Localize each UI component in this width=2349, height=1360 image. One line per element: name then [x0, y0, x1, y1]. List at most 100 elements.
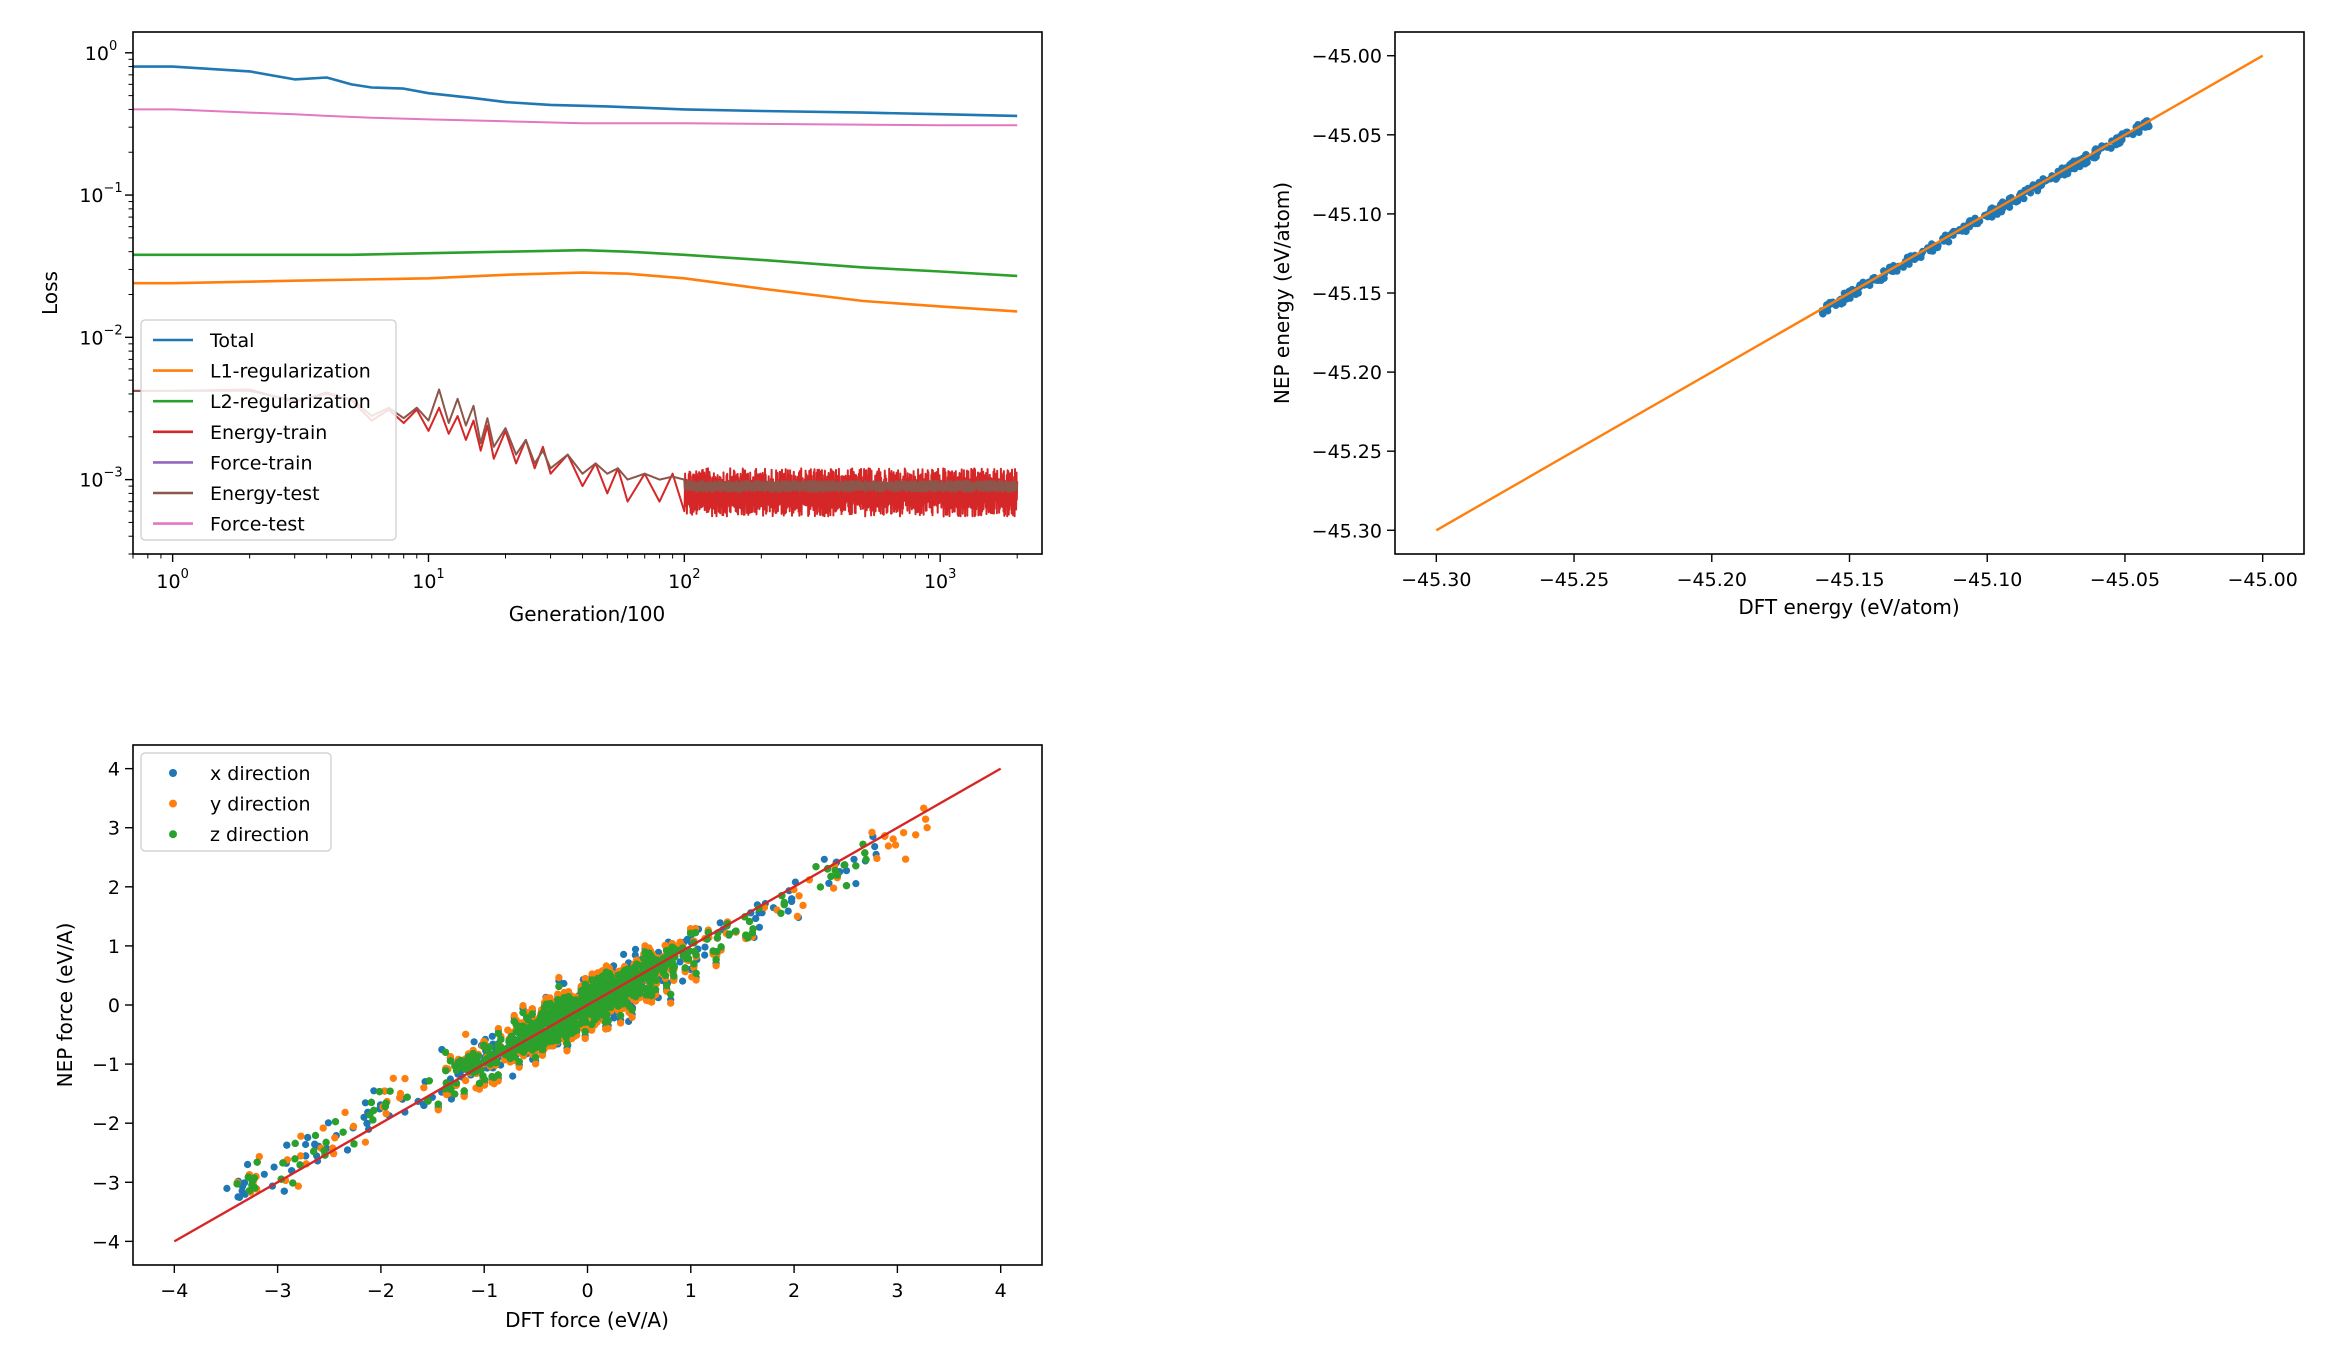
x-tick-label: −45.05 [2090, 569, 2160, 591]
energy-ylabel: NEP energy (eV/atom) [1270, 182, 1294, 404]
force-point [920, 804, 928, 812]
legend-label: Energy-train [210, 422, 327, 444]
force-point [889, 835, 897, 843]
force-point [519, 1002, 527, 1010]
force-point [515, 1063, 523, 1071]
force-point [900, 829, 908, 837]
force-point [297, 1132, 305, 1140]
force-point [460, 1092, 468, 1101]
force-point [555, 973, 563, 982]
force-point [922, 815, 930, 823]
x-tick-label: −45.00 [2228, 569, 2298, 591]
force-point [260, 1170, 268, 1178]
energy-point [2071, 165, 2079, 173]
force-point [842, 867, 851, 875]
force-point [509, 1072, 517, 1080]
force-point [871, 843, 879, 851]
loss-series-line [133, 248, 1018, 278]
energy-point [2092, 153, 2100, 161]
force-point [568, 1035, 576, 1043]
force-point [528, 1005, 536, 1013]
force-point [884, 842, 893, 850]
force-point [788, 897, 796, 906]
energy-point [1929, 247, 1937, 255]
energy-point [2083, 158, 2091, 166]
force-point [235, 1193, 244, 1201]
force-point [873, 854, 881, 863]
energy-point [2052, 175, 2060, 183]
legend-label: L1-regularization [210, 361, 371, 383]
x-tick-label: 100 [156, 567, 188, 593]
loss-ylabel: Loss [38, 271, 62, 315]
y-tick-label: 10−3 [79, 466, 122, 492]
force-point [701, 951, 709, 959]
energy-point [1819, 310, 1827, 318]
force-point [255, 1153, 263, 1161]
force-point [755, 923, 764, 931]
force-point [610, 1014, 618, 1022]
force-point [868, 828, 876, 837]
force-point [850, 855, 858, 863]
force-point [752, 914, 760, 923]
loss-plot-frame [132, 31, 1043, 555]
force-point [716, 919, 724, 927]
force-point [912, 831, 920, 839]
legend-label: Force-test [210, 514, 305, 536]
force-point [370, 1087, 378, 1095]
y-tick-label: −45.20 [1312, 362, 1382, 384]
force-point [244, 1160, 252, 1169]
energy-parity-chart: −45.30 −45.25 −45.20 −45.15 −45.10 −45.05 −45.… [1270, 31, 2305, 619]
force-point [283, 1141, 291, 1149]
loss-series-line [133, 271, 1018, 313]
x-tick-label: −45.15 [1814, 569, 1884, 591]
force-point [648, 998, 656, 1006]
force-point [902, 855, 910, 863]
energy-point [1945, 238, 1953, 246]
force-point [401, 1075, 409, 1083]
energy-xlabel: DFT energy (eV/atom) [1738, 595, 1959, 619]
x-tick-label: −45.20 [1677, 569, 1747, 591]
force-point [297, 1152, 305, 1160]
force-point [631, 945, 640, 953]
energy-point [1917, 253, 1925, 261]
y-tick-label: −45.15 [1312, 283, 1382, 305]
force-point [799, 901, 807, 910]
y-tick-label: 10−1 [79, 181, 122, 207]
x-tick-label: 102 [668, 567, 700, 593]
force-point [223, 1184, 231, 1192]
force-point [892, 841, 900, 849]
x-tick-label: 101 [412, 567, 444, 593]
force-point [923, 824, 931, 832]
y-tick-label: −45.05 [1312, 125, 1382, 147]
force-point [667, 999, 675, 1007]
force-point [676, 958, 684, 966]
legend-box [140, 319, 397, 541]
legend-label: L2-regularization [210, 391, 371, 413]
y-tick-label: −45.25 [1312, 441, 1382, 463]
force-point [504, 1026, 512, 1034]
y-tick-label: 10−2 [79, 323, 122, 349]
force-point [676, 938, 684, 946]
force-point [343, 1146, 352, 1154]
force-point [294, 1182, 302, 1190]
x-tick-label: 103 [924, 567, 956, 593]
energy-point [2014, 197, 2022, 205]
force-point [434, 1106, 442, 1114]
legend-label: Total [209, 330, 254, 352]
force-point [280, 1187, 288, 1195]
force-point [532, 1060, 540, 1068]
force-point [542, 994, 550, 1002]
loss-series-line [133, 388, 1019, 493]
force-point [270, 1163, 278, 1171]
force-point [588, 970, 596, 978]
force-point [302, 1152, 310, 1160]
force-point [462, 1077, 470, 1085]
energy-point [1893, 267, 1901, 275]
force-point [363, 1119, 371, 1127]
force-point [852, 880, 860, 888]
force-point [319, 1124, 327, 1132]
legend-label: Force-train [210, 452, 313, 474]
